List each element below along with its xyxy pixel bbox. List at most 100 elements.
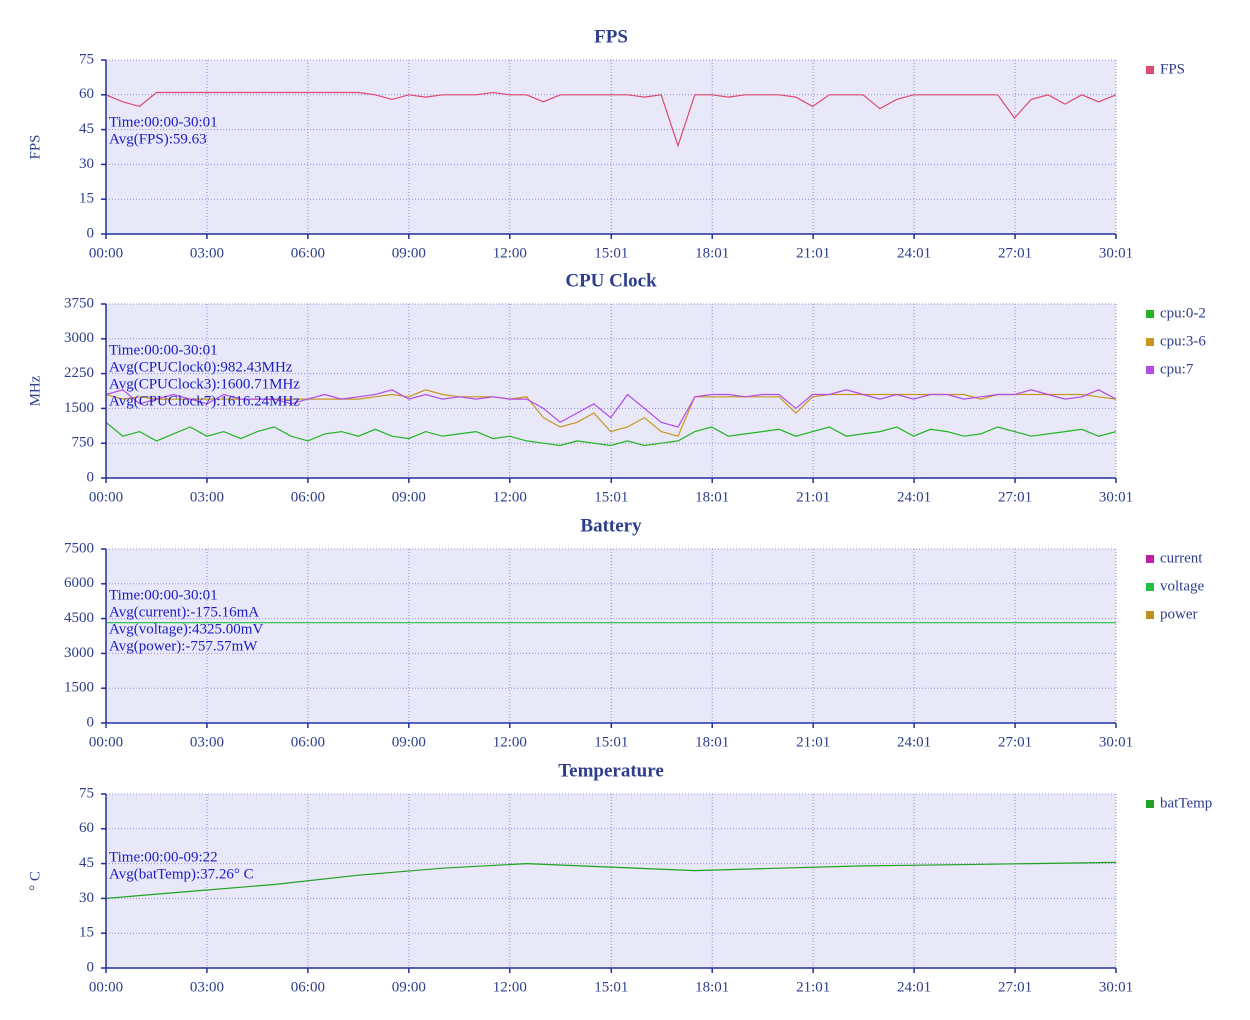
y-tick-label: 4500 [64, 610, 94, 626]
annotation: Avg(voltage):4325.00mV [109, 621, 263, 637]
y-tick-label: 0 [87, 959, 95, 975]
annotation: Avg(power):-757.57mW [109, 638, 258, 654]
legend-label: FPS [1160, 61, 1185, 77]
series-line [106, 389, 1116, 428]
x-tick-label: 09:00 [392, 245, 426, 261]
series-line [106, 861, 1116, 899]
y-tick-label: 1500 [64, 400, 94, 416]
y-axis-label: FPS [27, 134, 43, 159]
annotation: Avg(CPUClock0):982.43MHz [109, 359, 293, 375]
series-line [106, 91, 1116, 148]
legend-swatch [1146, 366, 1154, 374]
x-tick-label: 27:01 [998, 489, 1032, 505]
y-tick-label: 30 [79, 890, 94, 906]
chart-title: Temperature [558, 760, 664, 781]
annotation: Avg(batTemp):37.26° C [109, 866, 254, 882]
x-tick-label: 03:00 [190, 979, 224, 995]
x-tick-label: 18:01 [695, 489, 729, 505]
x-tick-label: 03:00 [190, 734, 224, 750]
x-tick-label: 12:00 [493, 734, 527, 750]
legend-label: cpu:7 [1160, 361, 1194, 377]
annotation: Time:00:00-30:01 [109, 342, 218, 358]
annotation: Time:00:00-30:01 [109, 114, 218, 130]
chart-title: FPS [594, 26, 628, 47]
x-tick-label: 06:00 [291, 734, 325, 750]
y-tick-label: 15 [79, 191, 94, 207]
y-tick-label: 3000 [64, 645, 94, 661]
y-axis-label: MHz [27, 375, 43, 406]
x-tick-label: 15:01 [594, 979, 628, 995]
chart-title: CPU Clock [565, 270, 657, 291]
series-line [106, 421, 1116, 447]
x-tick-label: 18:01 [695, 979, 729, 995]
x-tick-label: 27:01 [998, 979, 1032, 995]
x-tick-label: 06:00 [291, 489, 325, 505]
x-tick-label: 09:00 [392, 979, 426, 995]
annotation: Time:00:00-30:01 [109, 587, 218, 603]
legend-label: voltage [1160, 578, 1204, 594]
y-tick-label: 60 [79, 86, 94, 102]
x-tick-label: 24:01 [897, 245, 931, 261]
x-tick-label: 21:01 [796, 734, 830, 750]
legend-swatch [1146, 800, 1154, 808]
legend-swatch [1146, 66, 1154, 74]
x-tick-label: 27:01 [998, 734, 1032, 750]
legend-label: batTemp [1160, 795, 1212, 811]
x-tick-label: 21:01 [796, 245, 830, 261]
legend-label: current [1160, 550, 1203, 566]
y-tick-label: 3750 [64, 295, 94, 311]
x-tick-label: 06:00 [291, 979, 325, 995]
x-tick-label: 24:01 [897, 979, 931, 995]
x-tick-label: 30:01 [1099, 489, 1133, 505]
y-tick-label: 6000 [64, 575, 94, 591]
x-tick-label: 24:01 [897, 734, 931, 750]
x-tick-label: 12:00 [493, 979, 527, 995]
y-tick-label: 2250 [64, 365, 94, 381]
y-tick-label: 15 [79, 925, 94, 941]
y-tick-label: 0 [87, 469, 95, 485]
x-tick-label: 09:00 [392, 489, 426, 505]
x-tick-label: 06:00 [291, 245, 325, 261]
annotation: Avg(CPUClock3):1600.71MHz [109, 376, 300, 392]
x-tick-label: 21:01 [796, 979, 830, 995]
x-tick-label: 12:00 [493, 245, 527, 261]
x-tick-label: 00:00 [89, 489, 123, 505]
chart-title: Battery [580, 515, 642, 536]
x-tick-label: 30:01 [1099, 245, 1133, 261]
annotation: Avg(CPUClock7):1616.24MHz [109, 393, 300, 409]
annotation: Avg(current):-175.16mA [109, 604, 259, 620]
y-tick-label: 45 [79, 121, 94, 137]
y-tick-label: 75 [79, 785, 94, 801]
x-tick-label: 30:01 [1099, 734, 1133, 750]
annotation: Time:00:00-09:22 [109, 849, 218, 865]
y-tick-label: 3000 [64, 330, 94, 346]
legend-label: cpu:0-2 [1160, 305, 1206, 321]
x-tick-label: 18:01 [695, 734, 729, 750]
y-tick-label: 7500 [64, 540, 94, 556]
x-tick-label: 21:01 [796, 489, 830, 505]
legend-label: power [1160, 606, 1198, 622]
legend-swatch [1146, 555, 1154, 563]
x-tick-label: 00:00 [89, 734, 123, 750]
x-tick-label: 03:00 [190, 489, 224, 505]
legend-swatch [1146, 611, 1154, 619]
x-tick-label: 00:00 [89, 979, 123, 995]
x-tick-label: 12:00 [493, 489, 527, 505]
y-tick-label: 1500 [64, 680, 94, 696]
x-tick-label: 15:01 [594, 734, 628, 750]
legend-swatch [1146, 338, 1154, 346]
y-tick-label: 60 [79, 820, 94, 836]
legend-swatch [1146, 583, 1154, 591]
annotation: Avg(FPS):59.63 [109, 131, 207, 147]
y-tick-label: 0 [87, 714, 95, 730]
legend-label: cpu:3-6 [1160, 333, 1206, 349]
x-tick-label: 15:01 [594, 489, 628, 505]
x-tick-label: 27:01 [998, 245, 1032, 261]
y-tick-label: 75 [79, 51, 94, 67]
y-axis-label: ° C [27, 871, 43, 891]
x-tick-label: 30:01 [1099, 979, 1133, 995]
y-tick-label: 750 [72, 435, 95, 451]
x-tick-label: 24:01 [897, 489, 931, 505]
legend-swatch [1146, 310, 1154, 318]
